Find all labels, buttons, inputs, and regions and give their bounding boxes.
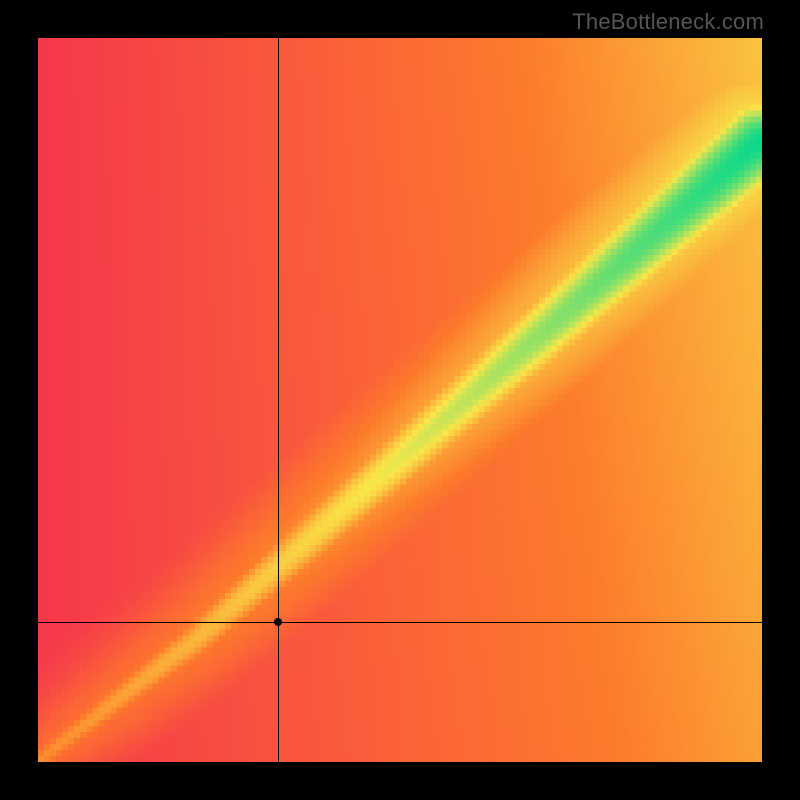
watermark-text: TheBottleneck.com	[572, 9, 764, 35]
crosshair-horizontal	[38, 622, 762, 623]
plot-area	[38, 38, 762, 762]
crosshair-marker	[274, 618, 282, 626]
chart-frame: TheBottleneck.com	[0, 0, 800, 800]
crosshair-vertical	[278, 38, 279, 762]
heatmap-canvas	[38, 38, 762, 762]
